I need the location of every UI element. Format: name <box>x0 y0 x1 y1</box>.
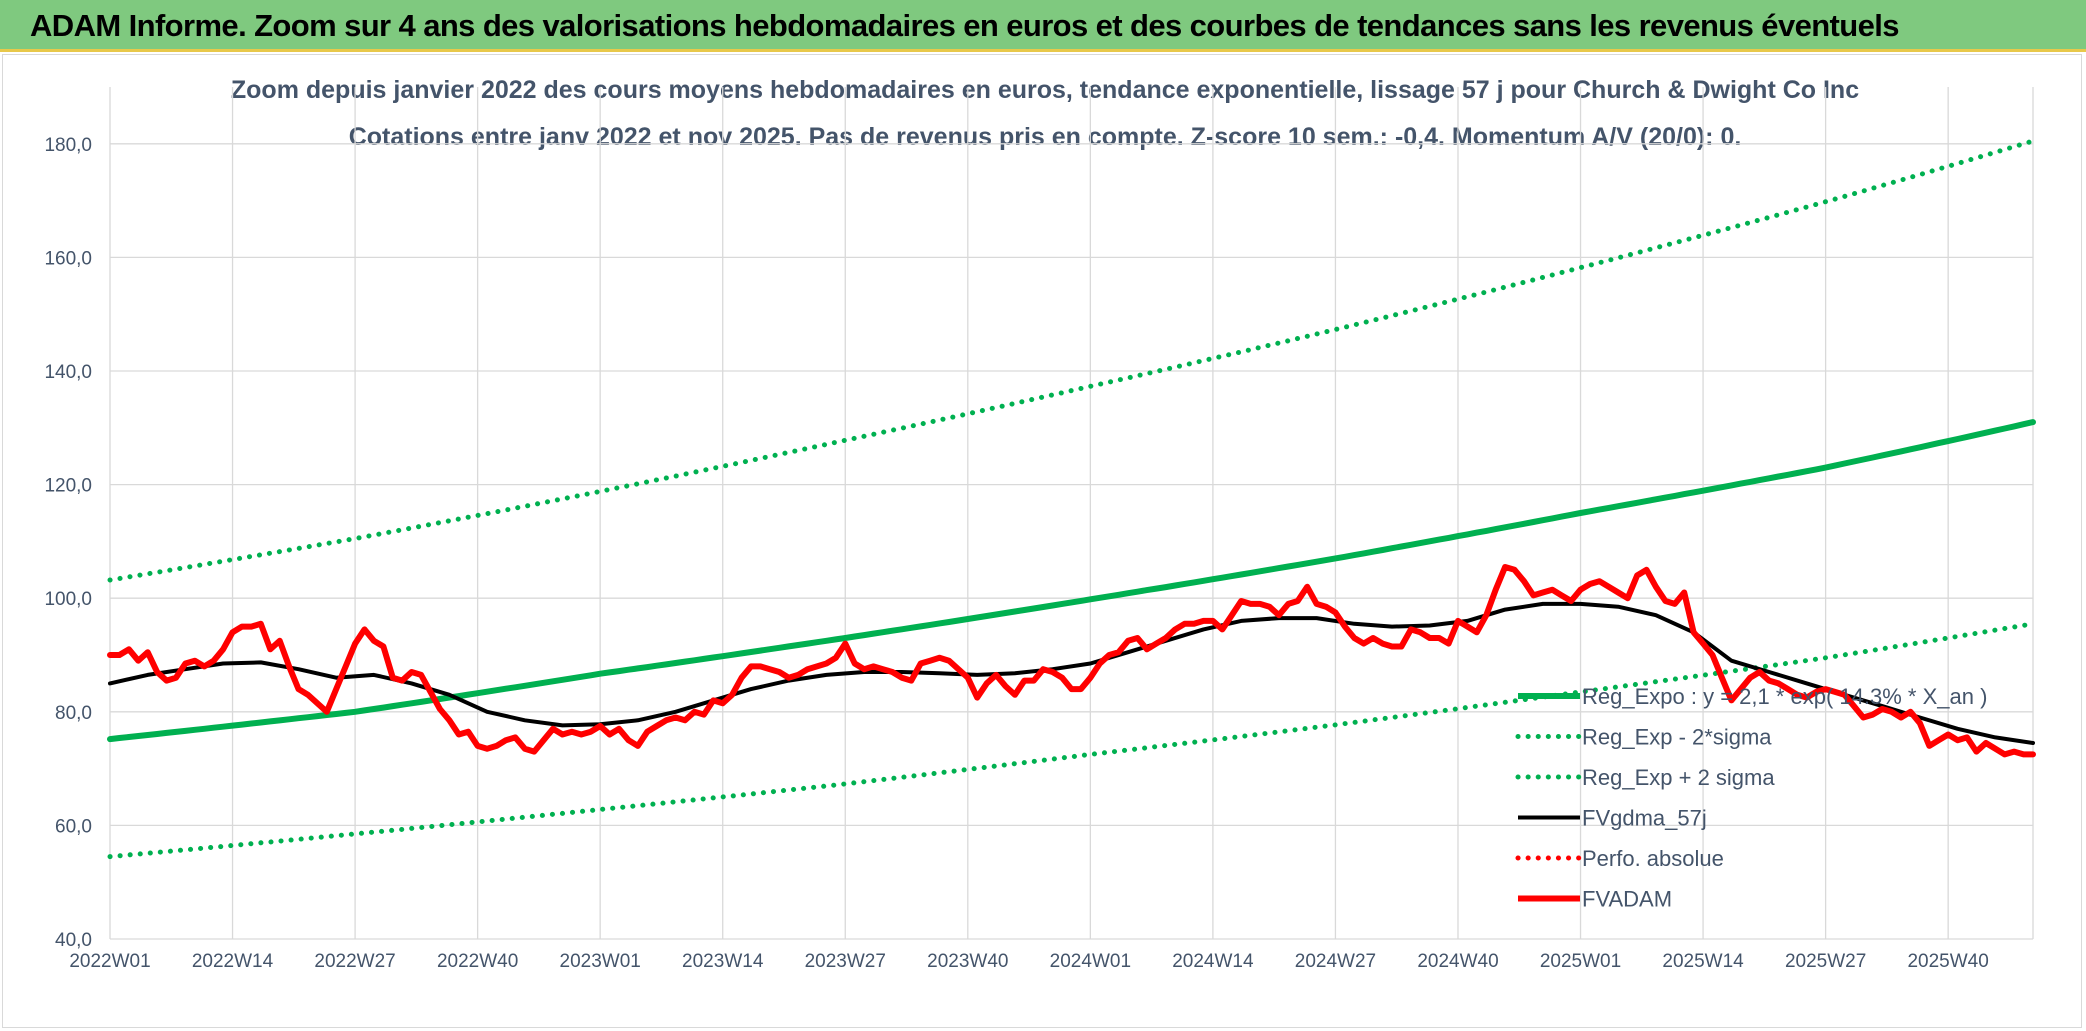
legend-label: Reg_Exp + 2 sigma <box>1582 765 1775 790</box>
x-tick-label: 2025W40 <box>1907 951 1988 972</box>
report-title: ADAM Informe. Zoom sur 4 ans des valoris… <box>30 8 1900 43</box>
y-tick-label: 160,0 <box>44 248 92 269</box>
series <box>107 138 2036 860</box>
x-tick-label: 2022W27 <box>314 951 395 972</box>
x-tick-label: 2024W40 <box>1417 951 1498 972</box>
x-tick-label: 2023W01 <box>560 951 641 972</box>
chart-area: Zoom depuis janvier 2022 des cours moyen… <box>2 54 2082 1028</box>
x-tick-label: 2025W14 <box>1662 951 1744 972</box>
series-line-1 <box>107 621 2036 860</box>
x-tick-label: 2023W40 <box>927 951 1008 972</box>
y-tick-label: 40,0 <box>55 930 92 951</box>
axes: 40,0 60,0 80,0 100,0 120,0 140,0 160,0 180,0 202… <box>44 135 1988 972</box>
series-line-2 <box>107 138 2036 583</box>
legend-label: Perfo. absolue <box>1582 846 1724 871</box>
series-line-5 <box>107 564 2036 758</box>
x-tick-label: 2022W01 <box>69 951 150 972</box>
x-tick-label: 2022W14 <box>192 951 274 972</box>
y-tick-label: 140,0 <box>44 362 92 383</box>
series-line-3 <box>108 601 2035 745</box>
legend-label: FVADAM <box>1582 887 1672 912</box>
x-tick-label: 2025W01 <box>1540 951 1621 972</box>
y-tick-label: 80,0 <box>55 703 92 724</box>
y-tick-label: 100,0 <box>44 589 92 610</box>
y-tick-label: 120,0 <box>44 476 92 497</box>
legend-label: Reg_Expo : y = 2,1 * exp( 14.3% * X_an ) <box>1582 684 1987 709</box>
chart: Zoom depuis janvier 2022 des cours moyen… <box>44 76 2036 972</box>
legend-label: Reg_Exp - 2*sigma <box>1582 725 1772 750</box>
y-tick-label: 60,0 <box>55 816 92 837</box>
x-tick-label: 2024W01 <box>1050 951 1131 972</box>
x-tick-label: 2022W40 <box>437 951 518 972</box>
legend-label: FVgdma_57j <box>1582 806 1707 831</box>
x-tick-label: 2024W14 <box>1172 951 1254 972</box>
y-tick-label: 180,0 <box>44 135 92 156</box>
x-tick-label: 2024W27 <box>1295 951 1376 972</box>
gridlines <box>109 87 2034 940</box>
series-line-0 <box>107 419 2036 743</box>
x-tick-label: 2023W27 <box>805 951 886 972</box>
legend: Reg_Expo : y = 2,1 * exp( 14.3% * X_an )… <box>1515 684 1987 912</box>
x-tick-label: 2025W27 <box>1785 951 1866 972</box>
report-banner: ADAM Informe. Zoom sur 4 ans des valoris… <box>0 0 2086 52</box>
x-tick-label: 2023W14 <box>682 951 764 972</box>
chart-title-line-2: Cotations entre janv 2022 et nov 2025. P… <box>349 123 1742 151</box>
chart-title-line-1: Zoom depuis janvier 2022 des cours moyen… <box>231 76 1859 104</box>
